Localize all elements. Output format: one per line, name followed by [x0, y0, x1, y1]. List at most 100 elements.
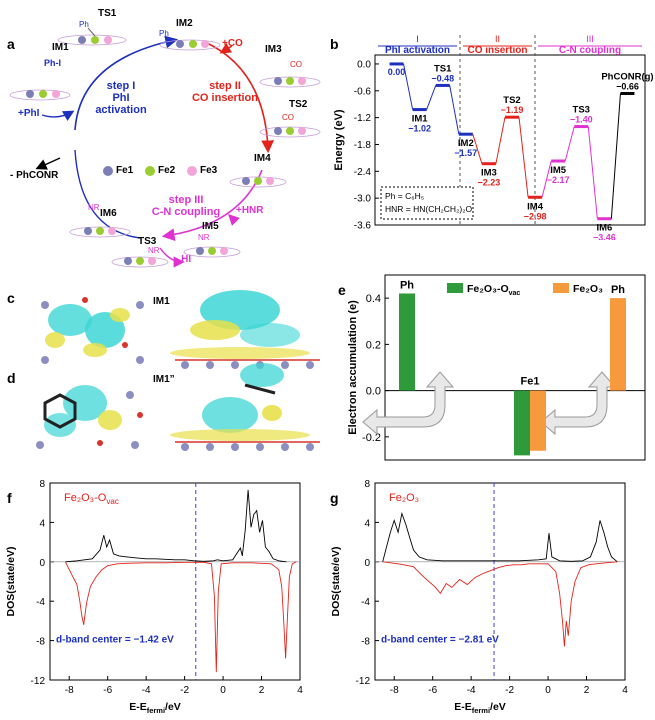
x-tick-label: -6	[103, 685, 112, 696]
state-value: −1.57	[454, 148, 477, 158]
state-name: IM5	[550, 165, 567, 176]
label-ph-ts1: Ph	[79, 20, 89, 29]
y-tick-label: -1.8	[354, 140, 372, 151]
y-tick-label: 0.4	[366, 293, 381, 305]
bar	[530, 390, 546, 451]
panel-letter-c: c	[7, 290, 15, 306]
step3-subtitle: C-N coupling	[151, 206, 221, 218]
arrow-left-shape	[362, 371, 455, 436]
step3-label: step III C-N coupling	[148, 194, 224, 218]
x-tick-label: 0	[545, 685, 551, 696]
state-name: IM2	[458, 138, 474, 149]
input-co: +CO	[222, 38, 243, 49]
connector	[426, 85, 437, 110]
plot-frame	[374, 482, 626, 681]
label-phi-reactant: Ph-I	[44, 58, 61, 68]
dos-title: Fe₂O₃	[389, 492, 419, 504]
charge-side-view-im1pp	[170, 363, 320, 451]
output-product: - PhCONR	[10, 170, 59, 181]
label-charge-im1: IM1	[153, 296, 170, 307]
legend-fe3: Fe3	[200, 165, 218, 176]
x-axis-label-unit: /eV	[165, 701, 181, 713]
state-value: −1.02	[408, 124, 431, 134]
structure-ts2	[259, 126, 321, 138]
step2-title: step II	[209, 80, 241, 92]
label-ph-im2: Ph	[159, 29, 169, 38]
connector	[518, 117, 529, 198]
state-value: −2.23	[478, 178, 501, 188]
state-name: IM6	[596, 223, 612, 234]
x-tick-label: 2	[259, 685, 265, 696]
y-tick-label: 0	[364, 558, 370, 569]
panel-letter-b: b	[330, 36, 339, 52]
x-tick-label: 4	[622, 685, 628, 696]
arrow-right-shape	[540, 371, 617, 436]
connector	[449, 85, 460, 135]
x-tick-label: 0	[220, 685, 226, 696]
category-label-ph-right: Ph	[611, 284, 625, 296]
bar	[399, 293, 415, 391]
y-tick-label: -0.6	[354, 86, 372, 97]
dos-title-sub: vac	[106, 497, 118, 506]
state-name: IM1	[412, 114, 429, 125]
structure-im1	[9, 89, 71, 101]
legend-label-s2: Fe₂O₃	[573, 283, 603, 295]
label-nr-im6: NR	[88, 203, 100, 212]
state-name: IM4	[527, 201, 544, 212]
output-hi: - HI	[175, 254, 192, 265]
label-co-ts2: CO	[282, 113, 294, 122]
stage-name: C-N coupling	[559, 45, 621, 56]
step1-title: step I	[106, 80, 136, 92]
legend-fe2: Fe2	[158, 165, 176, 176]
label-nr-im5: NR	[198, 233, 210, 242]
fe3-legend-icon	[187, 166, 197, 176]
structure-ts1	[57, 27, 127, 46]
y-axis-label: Energy (eV)	[333, 109, 345, 170]
category-label-ph-left: Ph	[400, 280, 414, 292]
y-tick-label: 0.0	[357, 59, 371, 70]
panel-letter-f: f	[7, 490, 12, 506]
y-axis-label: DOS(state/eV)	[5, 546, 17, 616]
label-im1: IM1	[52, 42, 69, 53]
y-tick-label: -3.6	[354, 221, 372, 232]
state-name: TS3	[573, 105, 590, 116]
d-band-annotation: d-band center = −2.81 eV	[381, 635, 499, 646]
catalytic-cycle-diagram	[9, 27, 321, 268]
label-im5: IM5	[202, 221, 219, 232]
connector	[587, 126, 598, 219]
connector	[610, 93, 621, 219]
dos-title: Fe₂O₃-Ovac	[64, 492, 119, 506]
state-name: IM3	[481, 168, 497, 179]
plot-frame	[374, 54, 646, 226]
stage-name: PhI activation	[385, 45, 450, 56]
state-value: −0.66	[616, 81, 639, 91]
y-tick-label: 4	[39, 518, 45, 529]
step1-label: step I PhI activation	[86, 80, 156, 116]
x-axis-label: E-Efermi/eV	[454, 701, 506, 715]
structure-im2	[159, 39, 221, 51]
x-axis-label-sub: fermi	[472, 706, 490, 715]
structure-im5	[183, 246, 241, 258]
stage-roman: III	[586, 34, 594, 44]
legend-fe1: Fe1	[116, 165, 134, 176]
state-value: −0.48	[431, 73, 454, 83]
dos-chart-g: 8 4 0 -4 -8 -12 -8 -6 -4 -2 0 2 4 Fe₂O₃ d-band center …	[330, 479, 628, 715]
x-axis-label: E-Efermi/eV	[129, 701, 181, 715]
panel-letter-a: a	[7, 36, 15, 52]
state-value: −1.19	[501, 105, 524, 115]
note-box	[380, 186, 474, 220]
x-tick-label: -2	[180, 685, 189, 696]
spin-up-curve	[382, 511, 618, 563]
label-im2: IM2	[176, 18, 193, 29]
charge-density-images	[30, 290, 320, 453]
step1-arc	[74, 35, 179, 131]
stage-roman: I	[416, 34, 419, 44]
input-hnr: +HNR	[236, 205, 264, 216]
x-tick-label: 2	[584, 685, 590, 696]
panel-letter-d: d	[7, 370, 16, 386]
legend-swatch-s1	[447, 283, 463, 293]
charge-top-view-im1	[30, 290, 155, 370]
state-name: TS1	[434, 63, 452, 74]
bar	[610, 298, 626, 391]
